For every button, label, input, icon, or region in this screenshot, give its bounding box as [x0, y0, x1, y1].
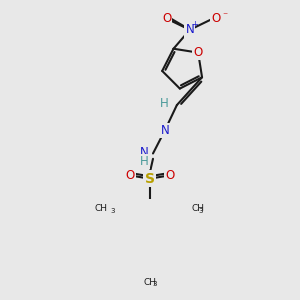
- Text: 3: 3: [153, 281, 157, 287]
- Text: +: +: [192, 20, 199, 29]
- Text: CH: CH: [143, 278, 156, 287]
- Text: N: N: [140, 146, 149, 159]
- Text: N: N: [185, 23, 194, 36]
- Text: CH: CH: [191, 204, 204, 213]
- Text: O: O: [162, 12, 171, 25]
- Text: 3: 3: [199, 208, 203, 214]
- Text: 3: 3: [110, 208, 115, 214]
- Text: N: N: [160, 124, 169, 137]
- Text: S: S: [145, 172, 155, 186]
- Text: CH: CH: [95, 204, 108, 213]
- Text: ⁻: ⁻: [222, 11, 227, 21]
- Text: O: O: [165, 169, 174, 182]
- Text: O: O: [211, 12, 220, 25]
- Text: H: H: [160, 97, 169, 110]
- Text: H: H: [140, 155, 149, 168]
- Text: O: O: [194, 46, 203, 59]
- Text: O: O: [125, 169, 134, 182]
